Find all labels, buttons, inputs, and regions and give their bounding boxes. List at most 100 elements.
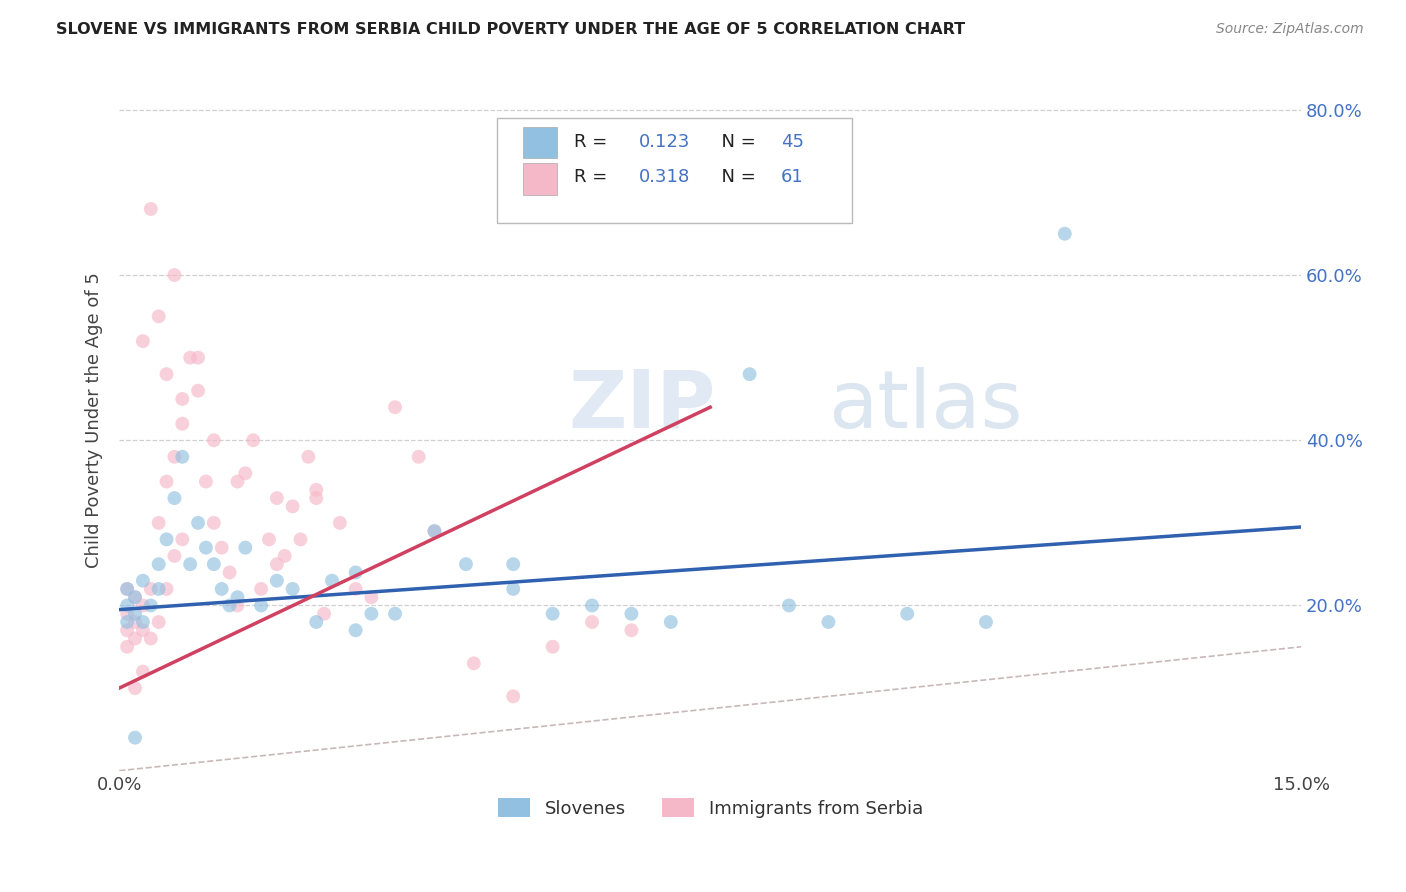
Point [172,392,194,406]
FancyBboxPatch shape [523,127,557,159]
Text: N =: N = [710,169,762,186]
Point [115,615,138,629]
Point [218,566,240,580]
Point [226,599,249,613]
Text: Source: ZipAtlas.com: Source: ZipAtlas.com [1216,22,1364,37]
Point [266,491,288,505]
Point [124,607,146,621]
Text: ZIP: ZIP [568,367,716,444]
Point [139,599,162,613]
Point [896,607,918,621]
Point [187,384,209,398]
Text: atlas: atlas [828,367,1022,444]
Point [502,582,524,596]
Point [148,582,170,596]
Point [281,582,304,596]
Point [139,202,162,216]
Point [423,524,446,538]
Point [172,450,194,464]
Text: 0.318: 0.318 [640,169,690,186]
Y-axis label: Child Poverty Under the Age of 5: Child Poverty Under the Age of 5 [86,272,103,567]
Point [581,615,603,629]
Point [187,516,209,530]
Point [148,516,170,530]
Point [187,351,209,365]
Point [211,541,233,555]
Point [384,401,406,415]
Point [132,624,155,638]
Point [266,557,288,571]
Point [148,557,170,571]
Point [454,557,477,571]
Point [155,533,177,547]
Point [974,615,997,629]
Text: 61: 61 [782,169,804,186]
Point [817,615,839,629]
Point [408,450,430,464]
Point [344,566,367,580]
Point [194,475,217,489]
Point [1053,227,1076,241]
Point [124,632,146,646]
Point [360,607,382,621]
Point [194,541,217,555]
Point [172,533,194,547]
Point [124,591,146,605]
Point [132,574,155,588]
Point [305,483,328,497]
Point [266,574,288,588]
Point [281,500,304,514]
Point [163,268,186,282]
Point [211,582,233,596]
Point [257,533,280,547]
Text: 45: 45 [782,133,804,152]
Point [502,690,524,704]
Point [314,607,336,621]
Point [139,632,162,646]
Point [179,557,201,571]
Text: N =: N = [710,133,762,152]
Point [163,549,186,563]
Point [226,475,249,489]
Point [659,615,682,629]
Point [297,450,319,464]
Point [344,624,367,638]
Text: R =: R = [574,133,613,152]
Point [115,640,138,654]
Point [148,310,170,324]
Point [344,582,367,596]
Point [124,615,146,629]
Point [132,615,155,629]
Point [233,541,256,555]
Point [218,599,240,613]
Point [124,731,146,745]
Point [172,417,194,431]
Point [502,557,524,571]
Point [290,533,312,547]
Point [155,367,177,381]
Point [329,516,352,530]
Point [233,467,256,481]
Point [124,591,146,605]
Point [274,549,297,563]
Point [163,491,186,505]
Point [581,599,603,613]
Text: 0.123: 0.123 [640,133,690,152]
Point [202,516,225,530]
Point [463,657,485,671]
Point [139,582,162,596]
Point [321,574,343,588]
Point [778,599,800,613]
Point [305,491,328,505]
Point [132,599,155,613]
Point [115,599,138,613]
Text: SLOVENE VS IMMIGRANTS FROM SERBIA CHILD POVERTY UNDER THE AGE OF 5 CORRELATION C: SLOVENE VS IMMIGRANTS FROM SERBIA CHILD … [56,22,966,37]
Point [155,475,177,489]
Point [155,582,177,596]
Point [541,607,564,621]
Point [423,524,446,538]
Point [202,557,225,571]
Point [620,624,643,638]
Point [620,607,643,621]
Point [242,434,264,448]
